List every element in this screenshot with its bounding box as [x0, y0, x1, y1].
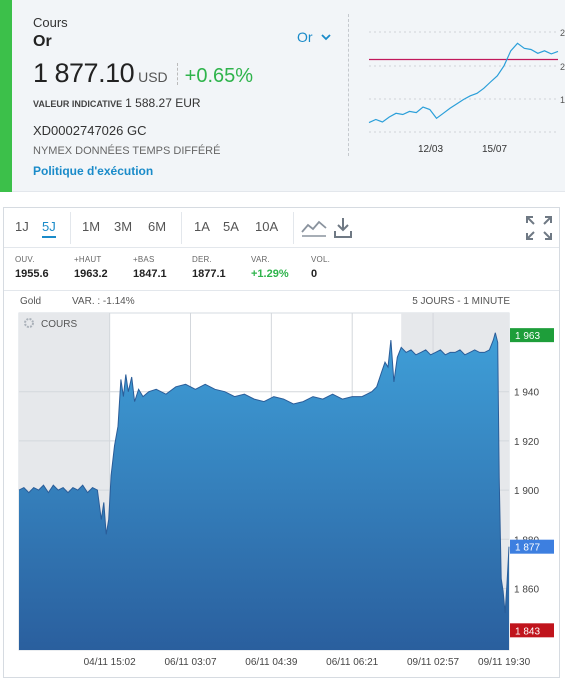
price-area [19, 332, 509, 650]
indicative-value: 1 588.27 EUR [125, 96, 201, 110]
mini-series-line [368, 42, 559, 124]
price-separator [176, 63, 178, 85]
period-1m-button[interactable]: 1M [82, 219, 101, 234]
x-tick-label: 09/11 19:30 [478, 657, 531, 668]
period-5j-button[interactable]: 5J [42, 219, 56, 238]
stat-value: 1847.1 [133, 268, 167, 280]
price-marker-label: 1 963 [515, 331, 540, 342]
fullscreen-icon[interactable] [525, 215, 553, 246]
execution-policy-link[interactable]: Politique d'exécution [33, 164, 154, 178]
stat-label: +BAS [133, 255, 155, 264]
stat-label: +HAUT [74, 255, 102, 264]
y-tick-label: 1 900 [514, 486, 539, 497]
period-3m-button[interactable]: 3M [114, 219, 133, 234]
price-marker [510, 328, 554, 343]
chart-type-icon[interactable] [301, 216, 327, 243]
stat-value: 1963.2 [74, 268, 108, 280]
stat-value: 1877.1 [192, 268, 226, 280]
instrument-selector-label: Or [297, 29, 313, 45]
x-tick-label: 06/11 06:21 [326, 657, 379, 668]
mini-x-tick: 12/03 [418, 144, 443, 155]
price-value: 1 877.10 [33, 58, 135, 88]
mini-y-tick: 2 [560, 28, 565, 38]
stat-var: VAR. +1.29% [251, 255, 289, 280]
x-tick-label: 06/11 04:39 [245, 657, 298, 668]
y-tick-label: 1 920 [514, 437, 539, 448]
isin-code: XD0002747026 GC [33, 123, 147, 138]
instrument-name: Or [33, 33, 52, 50]
download-icon[interactable] [332, 216, 354, 245]
period-10a-button[interactable]: 10A [255, 219, 279, 234]
stat-haut: +HAUT 1963.2 [74, 255, 108, 280]
mini-y-tick: 2 [560, 62, 565, 72]
accent-bar [0, 0, 12, 192]
mini-x-tick: 15/07 [482, 144, 507, 155]
stat-ouv: OUV. 1955.6 [15, 255, 49, 280]
series-label: COURS [41, 319, 77, 330]
period-5a-button[interactable]: 5A [223, 219, 239, 234]
price-marker-label: 1 843 [515, 626, 540, 637]
chart-variation: VAR. : -1.14% [72, 296, 135, 307]
mini-y-tick: 1 [560, 95, 565, 105]
chart-panel: 1J 5J 1M 3M 6M 1A 5A 10A OUV. 1955.6 +HAUT… [3, 207, 560, 678]
instrument-selector[interactable]: Or [297, 29, 331, 45]
stats-row: OUV. 1955.6 +HAUT 1963.2 +BAS 1847.1 DER. 1877.… [4, 249, 559, 291]
stat-label: DER. [192, 255, 212, 264]
stat-der: DER. 1877.1 [192, 255, 226, 280]
toolbar-divider [70, 212, 71, 244]
price-marker-label: 1 877 [515, 543, 540, 554]
y-tick-label: 1 860 [514, 585, 539, 596]
stat-label: VAR. [251, 255, 270, 264]
stat-value: 1955.6 [15, 268, 49, 280]
stat-label: OUV. [15, 255, 35, 264]
stat-value: +1.29% [251, 268, 289, 280]
data-feed-notice: NYMEX DONNÉES TEMPS DIFFÉRÉ [33, 145, 221, 157]
indicative-line: VALEUR INDICATIVE 1 588.27 EUR [33, 94, 201, 112]
y-tick-label: 1 940 [514, 388, 539, 399]
mini-chart: 2 2 1 12/03 15/07 [368, 28, 565, 155]
period-1j-button[interactable]: 1J [15, 219, 29, 234]
period-6m-button[interactable]: 6M [148, 219, 167, 234]
price-marker [510, 539, 554, 554]
x-tick-label: 04/11 15:02 [84, 657, 137, 668]
stat-value: 0 [311, 268, 318, 280]
price-currency: USD [138, 69, 168, 85]
price-line: 1 877.10 USD +0.65% [33, 58, 253, 89]
vertical-divider [348, 14, 349, 156]
price-line [18, 332, 510, 614]
period-toolbar: 1J 5J 1M 3M 6M 1A 5A 10A [4, 208, 559, 248]
chart-range: 5 JOURS - 1 MINUTE [412, 296, 510, 307]
toolbar-divider [181, 212, 182, 244]
x-tick-label: 06/11 03:07 [164, 657, 217, 668]
chart-header: Gold VAR. : -1.14% 5 JOURS - 1 MINUTE [4, 296, 559, 310]
quote-card: Cours Or 1 877.10 USD +0.65% VALEUR INDICA… [0, 0, 565, 192]
x-tick-label: 09/11 02:57 [407, 657, 460, 668]
quote-label: Cours [33, 15, 68, 30]
stat-bas: +BAS 1847.1 [133, 255, 167, 280]
chevron-down-icon [320, 33, 331, 40]
indicative-label: VALEUR INDICATIVE [33, 99, 123, 109]
chart-instrument-name: Gold [20, 296, 42, 307]
period-1a-button[interactable]: 1A [194, 219, 210, 234]
toolbar-divider [293, 212, 294, 244]
stat-vol: VOL. 0 [311, 255, 330, 280]
gear-icon [24, 318, 34, 328]
price-change: +0.65% [184, 65, 254, 87]
stat-label: VOL. [311, 255, 331, 264]
price-marker [510, 623, 554, 638]
